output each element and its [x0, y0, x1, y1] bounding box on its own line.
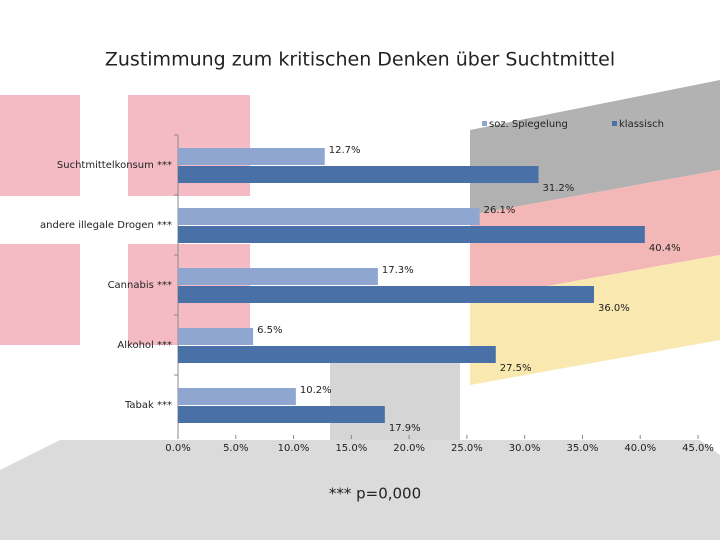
background — [0, 80, 720, 540]
legend-swatch — [612, 121, 617, 126]
bar — [178, 286, 594, 303]
bar — [178, 328, 254, 345]
bar — [178, 388, 296, 405]
data-label: 36.0% — [598, 303, 630, 314]
y-tick-label: Suchtmittelkonsum *** — [57, 160, 172, 171]
bar — [178, 268, 378, 285]
x-tick-label: 20.0% — [393, 443, 425, 454]
bar — [178, 148, 325, 165]
y-tick-label: Alkohol *** — [117, 340, 172, 351]
ship — [0, 440, 720, 540]
bar — [178, 166, 539, 183]
chart-title: Zustimmung zum kritischen Denken über Su… — [105, 49, 615, 71]
annotation: *** p=0,000 — [329, 485, 421, 503]
x-tick-label: 40.0% — [624, 443, 656, 454]
data-label: 31.2% — [543, 183, 575, 194]
bar — [178, 346, 496, 363]
x-tick-label: 15.0% — [335, 443, 367, 454]
y-tick-label: Tabak *** — [124, 400, 172, 411]
flag-cross — [80, 95, 128, 345]
data-label: 17.3% — [382, 265, 414, 276]
data-label: 17.9% — [389, 423, 421, 434]
y-tick-label: Cannabis *** — [108, 280, 172, 291]
bar — [178, 226, 645, 243]
y-tick-label: andere illegale Drogen *** — [40, 220, 172, 231]
data-label: 26.1% — [484, 205, 516, 216]
bar — [178, 406, 385, 423]
data-label: 27.5% — [500, 363, 532, 374]
legend-label: klassisch — [619, 119, 664, 130]
x-tick-label: 35.0% — [567, 443, 599, 454]
flag-germany — [470, 255, 720, 385]
x-tick-label: 30.0% — [509, 443, 541, 454]
x-tick-label: 10.0% — [278, 443, 310, 454]
ship-funnel — [330, 360, 460, 440]
data-label: 40.4% — [649, 243, 681, 254]
legend-label: soz. Spiegelung — [489, 119, 568, 130]
x-tick-label: 45.0% — [682, 443, 714, 454]
data-label: 10.2% — [300, 385, 332, 396]
data-label: 6.5% — [257, 325, 282, 336]
x-tick-label: 25.0% — [451, 443, 483, 454]
bar — [178, 208, 480, 225]
x-tick-label: 5.0% — [223, 443, 248, 454]
x-tick-label: 0.0% — [165, 443, 190, 454]
data-label: 12.7% — [329, 145, 361, 156]
legend-swatch — [482, 121, 487, 126]
